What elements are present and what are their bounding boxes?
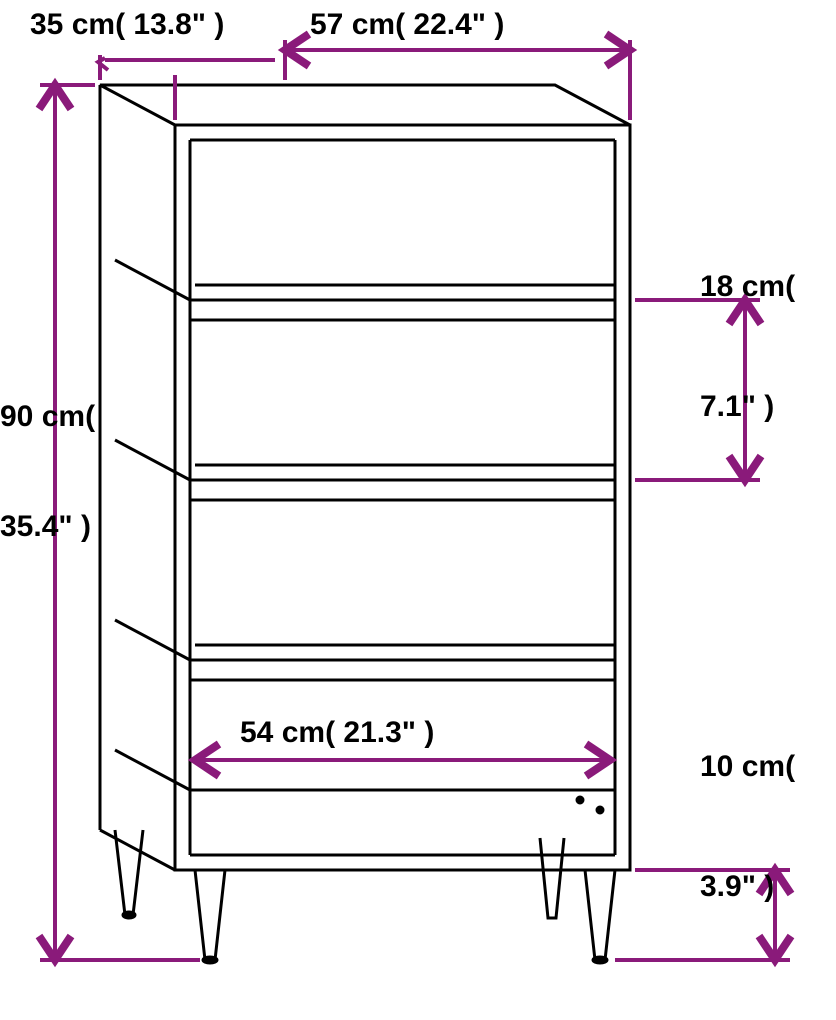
label-leg-in: 3.9" ) [700, 870, 774, 903]
label-inner-width: 54 cm( 21.3" ) [240, 716, 434, 750]
label-width-cm: 57 cm( [310, 8, 405, 41]
label-leg-in-wrap: 3.9" ) [700, 870, 774, 904]
label-inner-cm: 54 cm( [240, 716, 335, 749]
cabinet-outline [100, 85, 630, 963]
diagram-container: 35 cm( 13.8" ) 57 cm( 22.4" ) 90 cm( 35.… [0, 0, 836, 1020]
label-depth-cm: 35 cm( [30, 8, 125, 41]
label-height-in-wrap: 35.4" ) [0, 510, 91, 544]
label-depth: 35 cm( 13.8" ) [30, 8, 224, 42]
label-height-in: 35.4" ) [0, 510, 91, 543]
label-shelf-cm-wrap: 18 cm( [700, 270, 795, 304]
label-depth-in: 13.8" ) [133, 8, 224, 41]
cabinet-drawing [0, 0, 836, 1020]
label-width-in: 22.4" ) [413, 8, 504, 41]
label-leg-cm-wrap: 10 cm( [700, 750, 795, 784]
label-inner-in: 21.3" ) [343, 716, 434, 749]
label-shelf-cm: 18 cm( [700, 270, 795, 303]
label-height-cm: 90 cm( [0, 400, 95, 433]
label-height-cm-wrap: 90 cm( [0, 400, 95, 434]
label-shelf-in-wrap: 7.1" ) [700, 390, 774, 424]
label-shelf-in: 7.1" ) [700, 390, 774, 423]
label-leg-cm: 10 cm( [700, 750, 795, 783]
label-width: 57 cm( 22.4" ) [310, 8, 504, 42]
